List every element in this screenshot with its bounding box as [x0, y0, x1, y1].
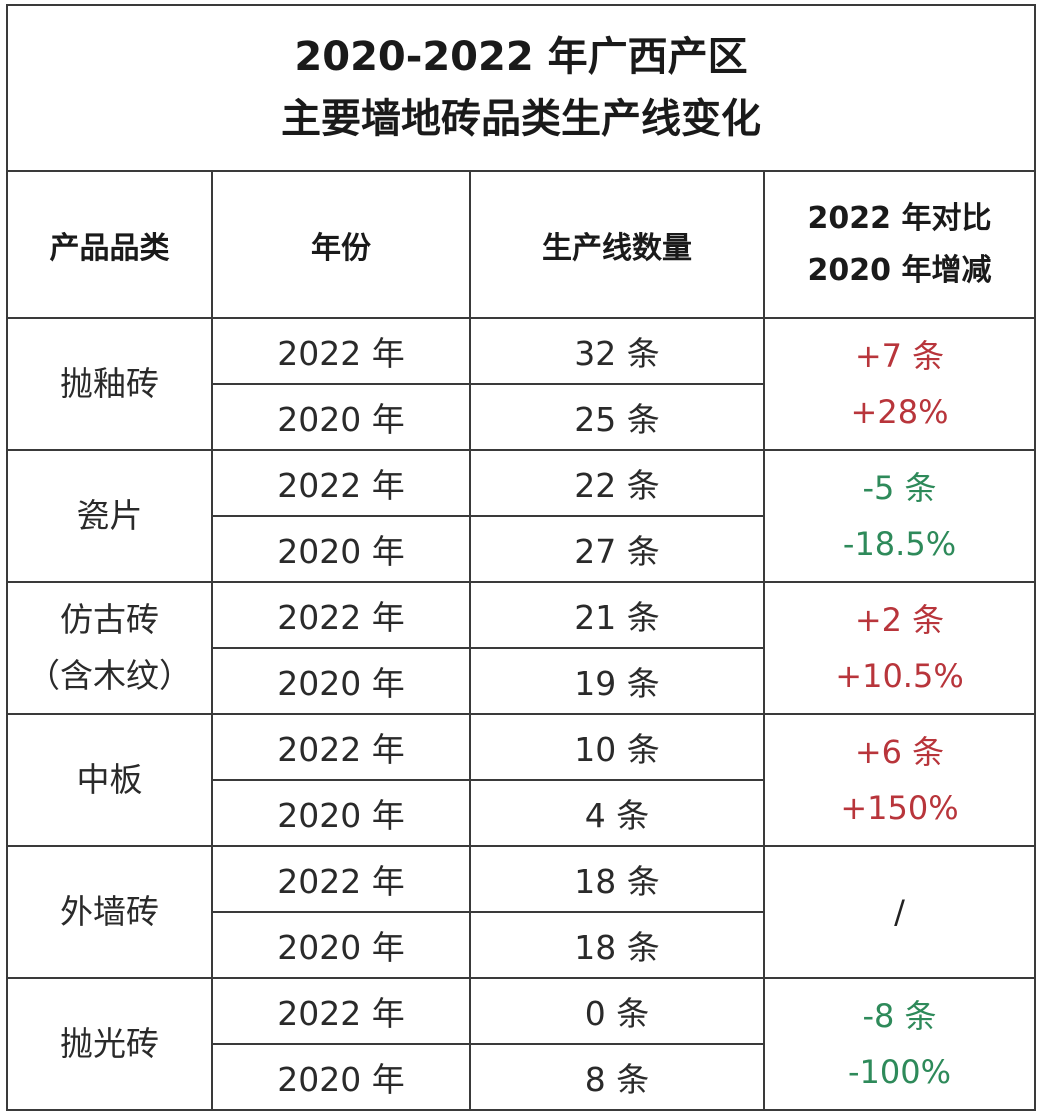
- change-cell: -8 条 -100%: [763, 977, 1036, 1111]
- category-label: 仿古砖: [60, 600, 159, 639]
- table-row: 2020 年 25 条: [7, 383, 1035, 451]
- line-count-cell: 27 条: [469, 515, 765, 583]
- category-label: 外墙砖: [60, 892, 159, 931]
- change-value: -5 条: [862, 469, 937, 507]
- line-count-cell: 18 条: [469, 845, 765, 913]
- header-count: 生产线数量: [469, 170, 765, 319]
- category-cell: 仿古砖 （含木纹）: [6, 581, 213, 715]
- category-label: 抛釉砖: [60, 364, 159, 403]
- year-cell: 2020 年: [211, 515, 471, 583]
- table-row: 外墙砖 2022 年 18 条 /: [6, 845, 1036, 979]
- year-cell: 2022 年: [211, 713, 471, 781]
- change-cell: +7 条 +28%: [763, 317, 1036, 451]
- line-count-cell: 25 条: [469, 383, 765, 451]
- change-cell: /: [763, 845, 1036, 979]
- change-value: /: [894, 893, 905, 931]
- table-row: 2020 年 18 条: [7, 911, 1035, 979]
- table-row: 瓷片 2022 年 22 条 -5 条 -18.5%: [6, 449, 1036, 583]
- table-row: 中板 2022 年 10 条 +6 条 +150%: [6, 713, 1036, 847]
- header-year: 年份: [211, 170, 471, 319]
- line-count-cell: 22 条: [469, 449, 765, 517]
- category-label: 瓷片: [76, 496, 143, 535]
- year-cell: 2020 年: [211, 779, 471, 847]
- title-line-2: 主要墙地砖品类生产线变化: [281, 96, 761, 142]
- header-change-line-1: 2022 年对比: [807, 200, 992, 236]
- category-label: （含木纹）: [27, 656, 192, 695]
- change-value: +7 条: [854, 337, 945, 375]
- category-label: 抛光砖: [60, 1024, 159, 1063]
- category-cell: 中板: [6, 713, 213, 847]
- category-cell: 抛釉砖: [6, 317, 213, 451]
- change-value: +28%: [850, 393, 949, 431]
- table-row: 仿古砖 （含木纹） 2022 年 21 条 +2 条 +10.5%: [6, 581, 1036, 715]
- header-row: 产品品类 年份 生产线数量 2022 年对比 2020 年增减: [6, 170, 1036, 319]
- category-cell: 瓷片: [6, 449, 213, 583]
- change-value: +6 条: [854, 733, 945, 771]
- change-value: +10.5%: [835, 657, 964, 695]
- year-cell: 2022 年: [211, 449, 471, 517]
- table-row: 2020 年 27 条: [7, 515, 1035, 583]
- table-title: 2020-2022 年广西产区 主要墙地砖品类生产线变化: [6, 4, 1036, 172]
- table-row: 抛釉砖 2022 年 32 条 +7 条 +28%: [6, 317, 1036, 451]
- category-label: 中板: [76, 760, 143, 799]
- line-count-cell: 8 条: [469, 1043, 765, 1111]
- title-row: 2020-2022 年广西产区 主要墙地砖品类生产线变化: [6, 4, 1036, 172]
- year-cell: 2022 年: [211, 581, 471, 649]
- line-count-cell: 19 条: [469, 647, 765, 715]
- line-count-cell: 21 条: [469, 581, 765, 649]
- change-value: -8 条: [862, 997, 937, 1035]
- change-value: -18.5%: [842, 525, 957, 563]
- line-count-cell: 32 条: [469, 317, 765, 385]
- year-cell: 2020 年: [211, 911, 471, 979]
- line-count-cell: 18 条: [469, 911, 765, 979]
- header-change-line-2: 2020 年增减: [807, 252, 992, 288]
- change-value: -100%: [847, 1053, 952, 1091]
- production-line-table: 2020-2022 年广西产区 主要墙地砖品类生产线变化 产品品类 年份 生产线…: [6, 4, 1036, 1111]
- table-row: 2020 年 19 条: [7, 647, 1035, 715]
- year-cell: 2020 年: [211, 647, 471, 715]
- title-line-1: 2020-2022 年广西产区: [294, 34, 748, 80]
- year-cell: 2022 年: [211, 845, 471, 913]
- category-cell: 外墙砖: [6, 845, 213, 979]
- header-change: 2022 年对比 2020 年增减: [763, 170, 1036, 319]
- year-cell: 2020 年: [211, 383, 471, 451]
- change-value: +2 条: [854, 601, 945, 639]
- change-cell: +6 条 +150%: [763, 713, 1036, 847]
- year-cell: 2022 年: [211, 317, 471, 385]
- line-count-cell: 10 条: [469, 713, 765, 781]
- change-cell: +2 条 +10.5%: [763, 581, 1036, 715]
- change-value: +150%: [840, 789, 959, 827]
- line-count-cell: 4 条: [469, 779, 765, 847]
- line-count-cell: 0 条: [469, 977, 765, 1045]
- header-category: 产品品类: [6, 170, 213, 319]
- table-container: 2020-2022 年广西产区 主要墙地砖品类生产线变化 产品品类 年份 生产线…: [6, 4, 1036, 1112]
- year-cell: 2020 年: [211, 1043, 471, 1111]
- year-cell: 2022 年: [211, 977, 471, 1045]
- category-cell: 抛光砖: [6, 977, 213, 1111]
- change-cell: -5 条 -18.5%: [763, 449, 1036, 583]
